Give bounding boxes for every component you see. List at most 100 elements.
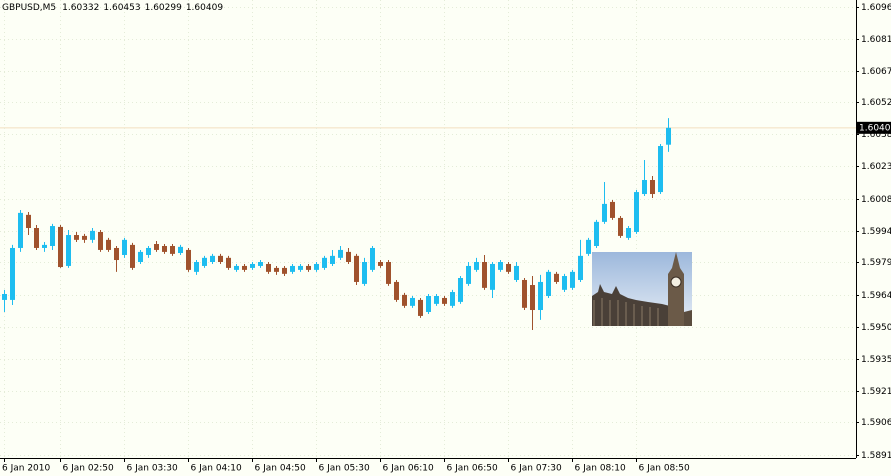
candle-body xyxy=(586,239,591,254)
candle-body xyxy=(602,203,607,222)
y-tick-label: 1.60380 xyxy=(861,130,891,140)
y-tick-label: 1.59645 xyxy=(861,291,891,301)
candle-body xyxy=(26,214,31,229)
candle-body xyxy=(546,271,551,296)
candle-body xyxy=(666,127,671,145)
candle-body xyxy=(538,281,543,311)
candle-body xyxy=(314,263,319,270)
candle-body xyxy=(218,255,223,262)
price-label: 1.60409 xyxy=(859,123,891,133)
candle-body xyxy=(458,278,463,302)
logo-image xyxy=(592,252,692,326)
candle-body xyxy=(498,261,503,270)
candle-body xyxy=(514,265,519,280)
x-tick-label: 6 Jan 02:50 xyxy=(63,464,115,474)
candle-body xyxy=(322,257,327,268)
candle-body xyxy=(194,261,199,272)
header-open: 1.60332 xyxy=(62,3,99,13)
x-tick-label: 6 Jan 06:50 xyxy=(447,464,499,474)
candle-body xyxy=(210,255,215,262)
candle-body xyxy=(10,247,15,300)
y-tick-label: 1.60235 xyxy=(861,162,891,172)
x-tick-label: 6 Jan 07:30 xyxy=(511,464,563,474)
candle-body xyxy=(570,271,575,288)
candle-body xyxy=(146,247,151,255)
candle-body xyxy=(58,226,63,268)
x-tick-label: 6 Jan 08:10 xyxy=(575,464,627,474)
candle-body xyxy=(346,251,351,262)
candle-body xyxy=(626,228,631,238)
candle-body xyxy=(162,245,167,252)
x-tick-label: 6 Jan 04:50 xyxy=(255,464,307,474)
candle-body xyxy=(290,265,295,272)
price-box xyxy=(857,121,891,134)
candle-body xyxy=(490,263,495,290)
candle-body xyxy=(250,263,255,268)
header-close: 1.60409 xyxy=(186,3,223,13)
y-tick-label: 1.60085 xyxy=(861,195,891,205)
candle-body xyxy=(378,261,383,266)
candle-body xyxy=(418,299,423,316)
candle-body xyxy=(554,273,559,282)
candle-body xyxy=(466,265,471,284)
y-tick-label: 1.60670 xyxy=(861,67,891,77)
x-tick-label: 6 Jan 2010 xyxy=(2,464,50,474)
candle-body xyxy=(562,276,567,290)
y-tick-label: 1.59065 xyxy=(861,418,891,428)
candle-body xyxy=(2,294,7,300)
y-tick-label: 1.60815 xyxy=(861,35,891,45)
candle-body xyxy=(298,265,303,270)
x-tick-label: 6 Jan 05:30 xyxy=(319,464,371,474)
candle-body xyxy=(434,295,439,304)
symbol: GBPUSD,M5 xyxy=(2,3,56,13)
candle-body xyxy=(90,230,95,240)
x-tick-label: 6 Jan 06:10 xyxy=(383,464,435,474)
candle-body xyxy=(386,261,391,284)
candle-body xyxy=(618,217,623,236)
x-tick-label: 6 Jan 08:50 xyxy=(639,464,691,474)
y-tick-label: 1.58915 xyxy=(861,451,891,461)
candle-body xyxy=(50,226,55,246)
candle-body xyxy=(66,235,71,266)
y-tick-label: 1.59940 xyxy=(861,227,891,237)
candle-body xyxy=(474,261,479,270)
candle-body xyxy=(138,251,143,262)
candle-body xyxy=(122,239,127,255)
candle-body xyxy=(658,146,663,193)
x-tick-label: 6 Jan 04:10 xyxy=(191,464,243,474)
candle-body xyxy=(394,281,399,300)
candle-body xyxy=(242,265,247,270)
candle-body xyxy=(74,235,79,240)
candle-body xyxy=(426,295,431,312)
candle-body xyxy=(82,235,87,240)
candle-body xyxy=(186,249,191,270)
y-tick-label: 1.59355 xyxy=(861,355,891,365)
candle-body xyxy=(530,285,535,311)
candle-body xyxy=(442,297,447,304)
candle-body xyxy=(506,263,511,272)
header-high: 1.60453 xyxy=(103,3,140,13)
candle-body xyxy=(178,246,183,254)
candle-body xyxy=(266,263,271,272)
candle-body xyxy=(610,201,615,218)
y-tick-label: 1.59210 xyxy=(861,387,891,397)
candle-body xyxy=(578,255,583,280)
candle-body xyxy=(330,255,335,264)
candle-body xyxy=(154,244,159,250)
candle-body xyxy=(482,261,487,288)
candle-body xyxy=(114,247,119,261)
candle-body xyxy=(370,247,375,270)
candle-body xyxy=(402,294,407,306)
candle-body xyxy=(170,245,175,254)
x-tick-label: 6 Jan 03:30 xyxy=(127,464,179,474)
candle-body xyxy=(18,212,23,248)
y-tick-label: 1.60525 xyxy=(861,98,891,108)
candle-body xyxy=(650,179,655,195)
candle-body xyxy=(338,249,343,258)
header-low: 1.60299 xyxy=(145,3,182,13)
candle-body xyxy=(594,221,599,246)
candle-body xyxy=(234,265,239,270)
candle-body xyxy=(282,267,287,274)
